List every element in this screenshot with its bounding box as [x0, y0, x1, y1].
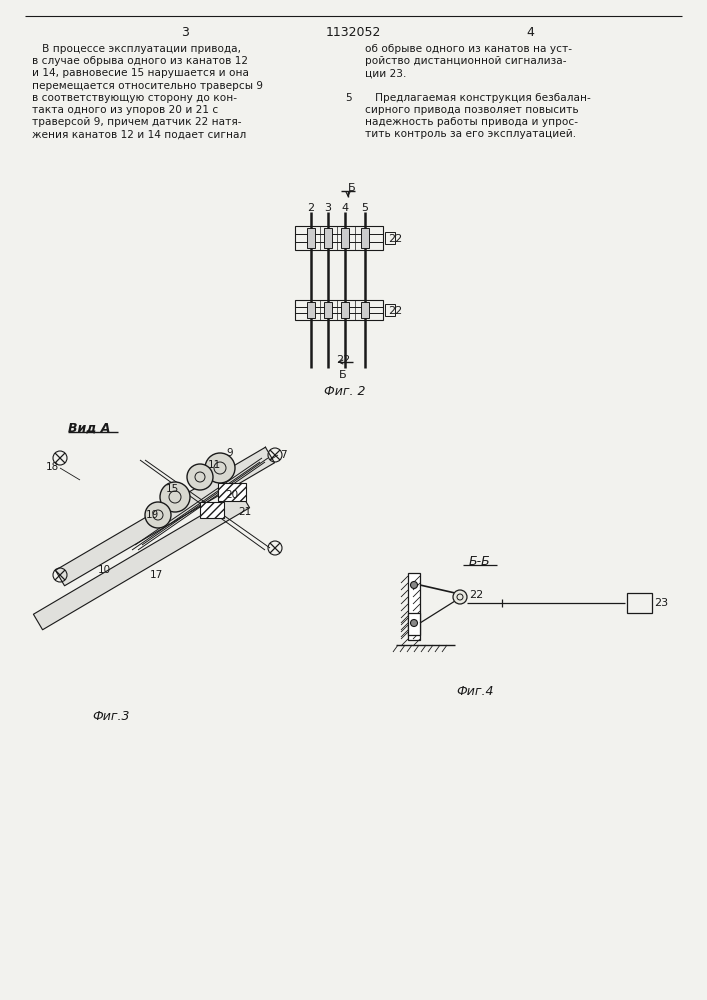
Text: Б: Б [348, 183, 356, 193]
Text: 22: 22 [388, 306, 402, 316]
Circle shape [411, 582, 418, 588]
Text: ройство дистанционной сигнализа-: ройство дистанционной сигнализа- [365, 56, 566, 66]
Text: 7: 7 [280, 450, 286, 460]
Text: 17: 17 [150, 570, 163, 580]
Text: 21: 21 [238, 507, 251, 517]
Circle shape [411, 619, 418, 626]
Text: Вид А: Вид А [68, 422, 110, 435]
Circle shape [160, 482, 190, 512]
Text: об обрыве одного из канатов на уст-: об обрыве одного из канатов на уст- [365, 44, 572, 54]
Text: жения канатов 12 и 14 подает сигнал: жения канатов 12 и 14 подает сигнал [32, 129, 246, 139]
Text: 5: 5 [345, 93, 351, 103]
Text: В процессе эксплуатации привода,: В процессе эксплуатации привода, [32, 44, 241, 54]
Text: Предлагаемая конструкция безбалан-: Предлагаемая конструкция безбалан- [365, 93, 591, 103]
Bar [341, 228, 349, 248]
Bar [307, 228, 315, 248]
Circle shape [453, 590, 467, 604]
Text: 22: 22 [388, 234, 402, 244]
Text: такта одного из упоров 20 и 21 с: такта одного из упоров 20 и 21 с [32, 105, 218, 115]
Text: 5: 5 [361, 203, 368, 213]
Circle shape [187, 464, 213, 490]
Text: 3: 3 [325, 203, 332, 213]
Text: 19: 19 [146, 510, 159, 520]
Polygon shape [55, 447, 274, 586]
Bar [295, 226, 383, 250]
Bar [324, 228, 332, 248]
Text: 3: 3 [181, 26, 189, 39]
Text: 22: 22 [336, 355, 350, 365]
Text: в случае обрыва одного из канатов 12: в случае обрыва одного из канатов 12 [32, 56, 248, 66]
Bar [385, 304, 395, 316]
Text: 22: 22 [469, 590, 484, 600]
Text: траверсой 9, причем датчик 22 натя-: траверсой 9, причем датчик 22 натя- [32, 117, 242, 127]
Text: 1132052: 1132052 [325, 26, 380, 39]
Bar [408, 573, 420, 640]
Text: 15: 15 [166, 484, 180, 494]
Text: 18: 18 [46, 462, 59, 472]
Text: Фиг. 2: Фиг. 2 [325, 385, 366, 398]
Bar [324, 302, 332, 318]
Bar [200, 502, 224, 518]
Bar [307, 302, 315, 318]
Text: тить контроль за его эксплуатацией.: тить контроль за его эксплуатацией. [365, 129, 576, 139]
Bar [295, 300, 383, 320]
Text: Фиг.3: Фиг.3 [92, 710, 129, 723]
Bar [218, 483, 246, 501]
Text: надежность работы привода и упрос-: надежность работы привода и упрос- [365, 117, 578, 127]
Bar [408, 613, 420, 635]
Text: 4: 4 [526, 26, 534, 39]
Text: в соответствующую сторону до кон-: в соответствующую сторону до кон- [32, 93, 237, 103]
Circle shape [205, 453, 235, 483]
Text: 2: 2 [308, 203, 315, 213]
Bar [627, 593, 652, 613]
Text: 20: 20 [225, 490, 238, 500]
Text: 4: 4 [341, 203, 349, 213]
Text: и 14, равновесие 15 нарушается и она: и 14, равновесие 15 нарушается и она [32, 68, 249, 78]
Text: 23: 23 [654, 598, 668, 608]
Text: сирного привода позволяет повысить: сирного привода позволяет повысить [365, 105, 578, 115]
Text: 11: 11 [208, 460, 221, 470]
Bar [361, 302, 369, 318]
Text: 9: 9 [226, 448, 233, 458]
Polygon shape [33, 492, 250, 630]
Text: Фиг.4: Фиг.4 [456, 685, 493, 698]
Text: перемещается относительно траверсы 9: перемещается относительно траверсы 9 [32, 81, 263, 91]
Bar [385, 232, 395, 244]
Text: 10: 10 [98, 565, 111, 575]
Circle shape [145, 502, 171, 528]
Text: Б: Б [339, 370, 347, 380]
Text: ции 23.: ции 23. [365, 68, 407, 78]
Bar [361, 228, 369, 248]
Text: Б-Б: Б-Б [469, 555, 491, 568]
Bar [341, 302, 349, 318]
